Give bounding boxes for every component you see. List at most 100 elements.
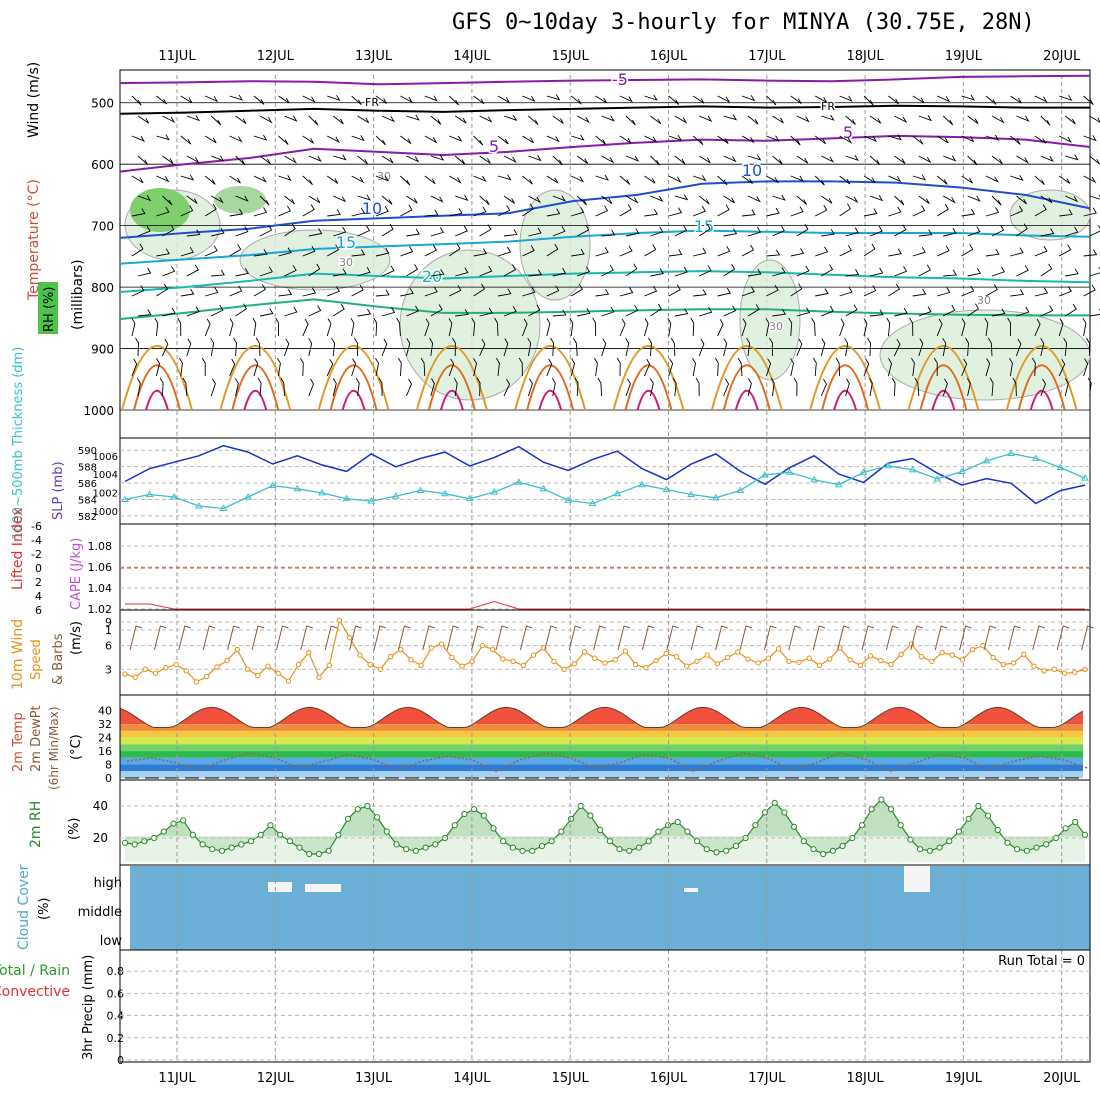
- warm-isotherm: [833, 389, 858, 411]
- thickness-point: [662, 485, 671, 493]
- wind-barb: [576, 224, 590, 237]
- wind-barb: [894, 266, 908, 277]
- warm-isotherm: [243, 389, 268, 411]
- wind-barb: [1089, 308, 1100, 317]
- wind-speed-point: [969, 646, 976, 653]
- wind-barb-10m: [373, 625, 387, 651]
- wind-barb: [381, 223, 394, 237]
- wind-speed-point: [1082, 666, 1088, 672]
- precip-total-label: Total / Rain: [0, 963, 70, 979]
- wind-barb: [137, 267, 152, 277]
- wind-barb: [424, 175, 436, 185]
- precip-tick: 0.8: [107, 965, 125, 978]
- wind-speed-point: [939, 650, 945, 656]
- rh-point: [374, 814, 381, 821]
- warm-isotherm: [121, 345, 193, 411]
- wind-barb: [1009, 357, 1013, 377]
- wind-barb: [210, 304, 224, 317]
- rh-point: [548, 838, 555, 845]
- wind-speed-point: [224, 657, 230, 664]
- thickness-point: [342, 494, 351, 502]
- wind-barb: [471, 317, 476, 337]
- wind-barb: [601, 155, 615, 164]
- rh-point: [199, 841, 206, 848]
- wind-barb: [229, 208, 244, 217]
- wind-barb: [693, 247, 707, 257]
- wind-barb: [430, 378, 435, 397]
- wind-barb: [400, 288, 414, 297]
- wind-barb: [1034, 135, 1046, 144]
- isotherm-15: [119, 229, 1091, 265]
- wind-barb: [595, 135, 606, 145]
- wind-barb: [552, 115, 564, 124]
- wind-barb: [766, 175, 780, 184]
- day-label-bottom: 15JUL: [552, 1071, 590, 1086]
- wind-barb: [572, 337, 578, 357]
- li-tick: -2: [31, 548, 42, 561]
- rh-point: [218, 847, 226, 854]
- wind-barb: [1083, 284, 1096, 297]
- wind-barb: [625, 305, 639, 317]
- wind-barb: [205, 245, 218, 257]
- day-label-top: 12JUL: [257, 49, 295, 64]
- wind-barb: [595, 288, 610, 297]
- wind-barb: [943, 227, 957, 237]
- wind-barb: [717, 246, 731, 257]
- warm-isotherm: [821, 364, 870, 411]
- rh-point: [325, 847, 332, 854]
- wind-speed-point: [765, 655, 772, 661]
- thickness-point: [1056, 463, 1065, 470]
- wind-barb: [299, 357, 304, 377]
- wind-barb: [601, 264, 614, 277]
- wind-barb: [162, 155, 174, 164]
- wind-barb: [723, 263, 736, 277]
- wind-barb: [943, 155, 957, 162]
- wind-barb: [648, 337, 652, 357]
- wind-barb: [355, 377, 360, 397]
- wind-barb: [592, 317, 597, 336]
- wind-speed-point: [275, 670, 281, 676]
- wind-barb: [723, 305, 737, 317]
- wind-barb: [936, 175, 948, 185]
- wind-barb: [186, 155, 200, 164]
- wind-speed-point: [438, 641, 445, 647]
- wind-barb: [985, 207, 1000, 217]
- wind-barb: [741, 209, 756, 217]
- rh-point: [790, 823, 798, 830]
- wind-barb: [918, 306, 932, 317]
- wind-barb: [796, 224, 809, 237]
- wind-barb: [308, 228, 323, 237]
- wind-barb: [405, 378, 413, 397]
- thickness-tick: 590: [78, 446, 97, 457]
- wind-barb: [308, 155, 322, 163]
- wind-barb: [909, 317, 914, 337]
- wind-speed-point: [990, 654, 996, 661]
- wind-barb: [863, 358, 870, 377]
- warm-isotherm: [514, 345, 587, 411]
- wind-barb: [400, 95, 414, 104]
- wind-barb: [894, 155, 906, 164]
- wind-barb: [1083, 95, 1094, 106]
- wind-barb: [741, 244, 755, 257]
- wind-barb: [891, 377, 896, 397]
- wind-barb: [912, 135, 924, 145]
- wind-barb: [257, 377, 262, 397]
- wind-barb: [796, 307, 811, 317]
- wind-barb: [699, 306, 713, 317]
- rh-point: [800, 838, 807, 845]
- wind-speed-point: [898, 651, 904, 657]
- wind-speed-point: [643, 665, 649, 671]
- wind-barb: [235, 195, 249, 202]
- wind-barb: [650, 226, 664, 237]
- wind-barb: [381, 307, 396, 317]
- wind-barb-10m: [1032, 625, 1045, 651]
- wind-barb: [253, 248, 268, 257]
- pressure-axis-label: (millibars): [70, 259, 86, 330]
- wind-barb: [406, 228, 420, 237]
- thickness-point: [219, 504, 228, 512]
- warm-isotherm: [1029, 389, 1054, 411]
- wind-barb: [424, 244, 438, 257]
- wind-speed-point: [551, 658, 557, 665]
- wind-barb: [449, 135, 463, 142]
- wind-barb: [253, 284, 266, 297]
